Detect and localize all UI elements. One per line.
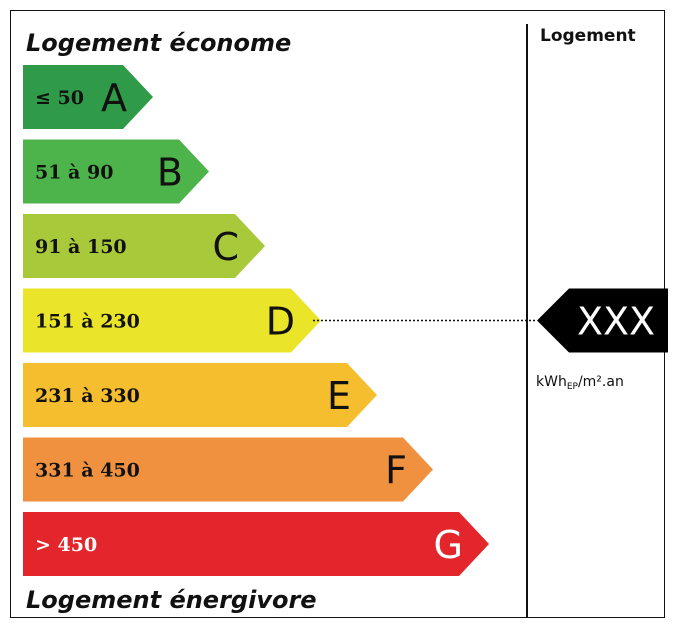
class-letter-e: E (327, 374, 351, 418)
column-header: Logement (540, 26, 636, 46)
range-label-d: 151 à 230 (35, 311, 140, 333)
title-top: Logement économe (26, 29, 292, 57)
class-letter-d: D (266, 300, 295, 344)
range-label-f: 331 à 450 (35, 460, 140, 482)
title-bottom: Logement énergivore (26, 586, 317, 614)
range-label-c: 91 à 150 (35, 236, 127, 258)
range-label-a: ≤ 50 (35, 87, 84, 109)
indicator-arrow (537, 288, 668, 353)
class-bar-b (23, 139, 209, 204)
class-bar-d (23, 288, 321, 353)
class-bar-a (23, 65, 153, 129)
class-letter-f: F (385, 449, 407, 493)
class-letter-a: A (101, 76, 127, 120)
class-bar-g (23, 512, 489, 576)
class-bar-f (23, 437, 433, 502)
range-label-e: 231 à 330 (35, 385, 140, 407)
range-label-b: 51 à 90 (35, 162, 113, 184)
class-bar-e (23, 363, 377, 427)
unit-prefix: kWh (536, 374, 567, 390)
range-label-g: > 450 (35, 534, 97, 556)
class-letter-b: B (157, 151, 183, 195)
class-letter-g: G (434, 523, 463, 567)
class-letter-c: C (212, 225, 239, 269)
unit-label: kWhEP/m².an (536, 374, 624, 392)
unit-subscript: EP (566, 382, 578, 392)
class-bar-c (23, 214, 265, 278)
unit-suffix: /m².an (577, 374, 624, 390)
indicator-value: XXX (577, 300, 655, 344)
